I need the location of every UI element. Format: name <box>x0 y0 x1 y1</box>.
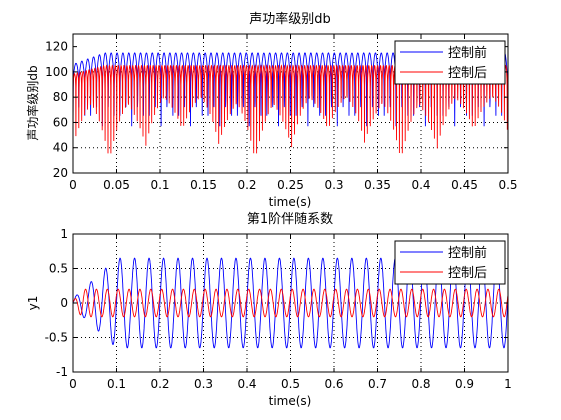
x-tick-label: 0.1 <box>150 178 169 192</box>
y-tick-label: 40 <box>53 141 68 155</box>
chart-2-x-axis-label: time(s) <box>269 394 312 408</box>
chart-2-legend-box <box>394 240 506 285</box>
y-tick-label: 60 <box>53 115 68 129</box>
x-tick-label: 0.8 <box>411 377 430 391</box>
x-tick-label: 1 <box>504 377 512 391</box>
chart-2-title: 第1阶伴随系数 <box>247 212 333 227</box>
y-tick-label: 20 <box>53 166 68 180</box>
y-tick-label: -0.5 <box>45 331 68 345</box>
chart-2-legend-label-before: 控制前 <box>448 245 487 261</box>
x-tick-label: 0 <box>69 178 77 192</box>
chart-1-legend-label-after: 控制后 <box>448 66 487 81</box>
x-tick-label: 0.6 <box>324 377 343 391</box>
y-tick-label: 80 <box>53 90 68 104</box>
chart-1-legend: 控制前 控制后 <box>394 40 506 85</box>
x-tick-label: 0.7 <box>368 377 387 391</box>
x-tick-label: 0.9 <box>455 377 474 391</box>
chart-1-y-ticks: 20 40 60 80 100 120 <box>45 40 508 180</box>
x-tick-label: 0.3 <box>324 178 343 192</box>
x-tick-label: 0.4 <box>411 178 430 192</box>
x-tick-label: 0.1 <box>107 377 126 391</box>
chart-1-legend-label-before: 控制前 <box>448 45 487 61</box>
y-tick-label: 0 <box>60 296 68 310</box>
x-tick-label: 0.2 <box>237 178 256 192</box>
chart-2-series <box>72 257 509 349</box>
x-tick-label: 0.4 <box>237 377 256 391</box>
x-tick-label: 0.05 <box>103 178 130 192</box>
chart-1-x-ticks: 0 0.05 0.1 0.15 0.2 0.25 0.3 0.35 0.4 0.45 0.5 <box>69 34 518 192</box>
x-tick-label: 0.2 <box>150 377 169 391</box>
chart-2-y-axis-label: y1 <box>26 296 40 311</box>
x-tick-label: 0.25 <box>277 178 304 192</box>
series-line-after <box>72 288 509 318</box>
chart-2-legend: 控制前 控制后 <box>394 240 506 285</box>
chart-1-legend-box <box>394 40 506 85</box>
chart-2-y-ticks: -1 -0.5 0 0.5 1 <box>45 227 508 379</box>
chart-1-x-axis-label: time(s) <box>269 195 312 209</box>
x-tick-label: 0 <box>69 377 77 391</box>
x-tick-label: 0.3 <box>194 377 213 391</box>
chart-2-legend-label-after: 控制后 <box>448 266 487 281</box>
chart-1-sound-power: 声功率级别db 0 0.05 0.1 0.15 0.2 0.25 0.3 0.35 0.4 0.4… <box>25 11 518 209</box>
chart-1-y-axis-label: 声功率级别db <box>25 65 40 140</box>
chart-1-title: 声功率级别db <box>249 11 331 27</box>
x-tick-label: 0.35 <box>364 178 391 192</box>
y-tick-label: 120 <box>45 40 68 54</box>
y-tick-label: 100 <box>45 65 68 79</box>
x-tick-label: 0.45 <box>451 178 478 192</box>
x-tick-label: 0.5 <box>498 178 517 192</box>
y-tick-label: -1 <box>56 365 68 379</box>
x-tick-label: 0.15 <box>190 178 217 192</box>
x-tick-label: 0.5 <box>281 377 300 391</box>
y-tick-label: 0.5 <box>49 262 68 276</box>
chart-2-coefficient: 第1阶伴随系数 0 0.1 0.2 0.3 0.4 0.5 0.6 0.7 0.8 0.9 1 -1… <box>26 212 512 408</box>
y-tick-label: 1 <box>60 227 68 241</box>
chart-2-x-ticks: 0 0.1 0.2 0.3 0.4 0.5 0.6 0.7 0.8 0.9 1 <box>69 234 512 391</box>
